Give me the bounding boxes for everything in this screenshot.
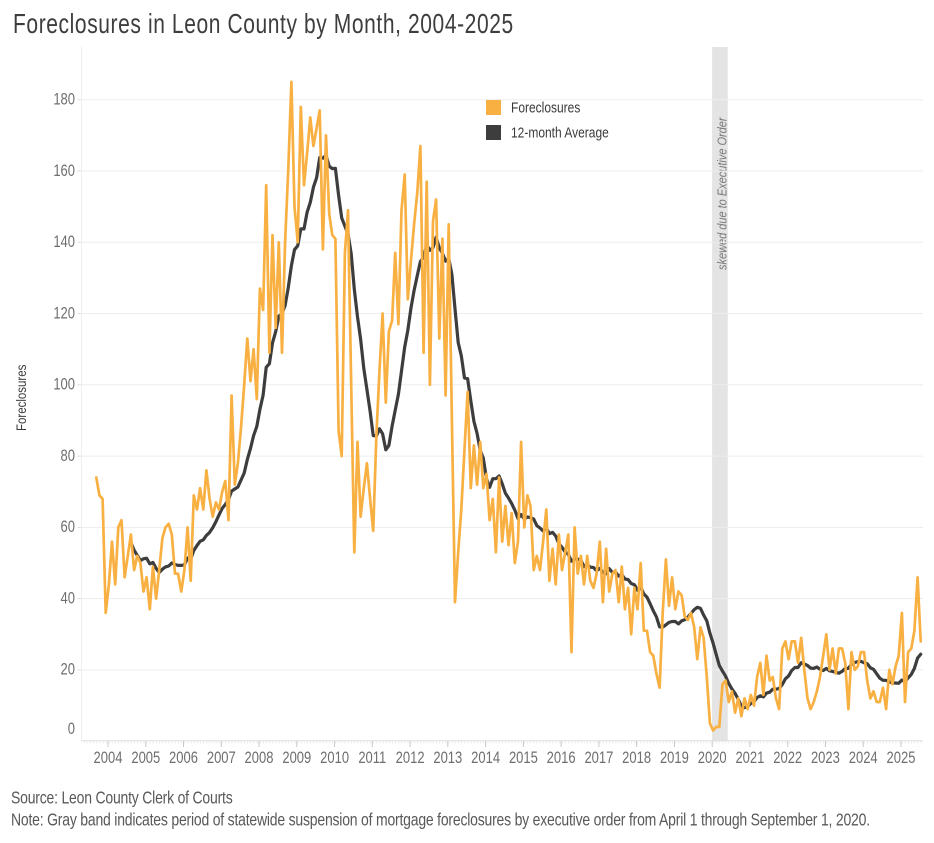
svg-text:80: 80 — [61, 448, 75, 466]
svg-text:2006: 2006 — [169, 750, 198, 768]
svg-text:2008: 2008 — [245, 750, 274, 768]
svg-text:skewed due to Executive Order: skewed due to Executive Order — [715, 117, 730, 270]
svg-text:100: 100 — [53, 376, 75, 394]
svg-text:20: 20 — [61, 661, 75, 679]
svg-text:2021: 2021 — [735, 750, 764, 768]
svg-text:12-month Average: 12-month Average — [511, 124, 609, 140]
svg-text:2024: 2024 — [849, 750, 878, 768]
svg-text:2019: 2019 — [660, 750, 689, 768]
svg-text:2005: 2005 — [131, 750, 160, 768]
svg-text:2004: 2004 — [94, 750, 123, 768]
svg-text:2007: 2007 — [207, 750, 236, 768]
svg-text:2017: 2017 — [584, 750, 613, 768]
svg-text:2023: 2023 — [811, 750, 840, 768]
svg-text:2013: 2013 — [433, 750, 462, 768]
svg-text:2012: 2012 — [396, 750, 425, 768]
svg-text:2020: 2020 — [698, 750, 727, 768]
svg-text:60: 60 — [61, 519, 75, 537]
svg-text:140: 140 — [53, 234, 75, 252]
svg-text:120: 120 — [53, 305, 75, 323]
svg-text:2010: 2010 — [320, 750, 349, 768]
svg-text:Foreclosures: Foreclosures — [511, 99, 581, 115]
svg-text:40: 40 — [61, 590, 75, 608]
svg-text:160: 160 — [53, 163, 75, 181]
svg-text:Foreclosures in Leon County by: Foreclosures in Leon County by Month, 20… — [13, 9, 514, 39]
svg-text:2015: 2015 — [509, 750, 538, 768]
svg-text:2018: 2018 — [622, 750, 651, 768]
svg-text:2014: 2014 — [471, 750, 500, 768]
svg-text:2016: 2016 — [547, 750, 576, 768]
svg-text:2022: 2022 — [773, 750, 802, 768]
svg-text:Source: Leon County Clerk of C: Source: Leon County Clerk of Courts — [11, 789, 233, 808]
svg-text:180: 180 — [53, 91, 75, 109]
svg-text:2025: 2025 — [887, 750, 916, 768]
svg-text:Note: Gray band indicates peri: Note: Gray band indicates period of stat… — [11, 811, 870, 830]
svg-text:2009: 2009 — [282, 750, 311, 768]
svg-text:0: 0 — [68, 721, 75, 739]
svg-text:Foreclosures: Foreclosures — [14, 365, 29, 431]
svg-text:2011: 2011 — [358, 750, 386, 768]
